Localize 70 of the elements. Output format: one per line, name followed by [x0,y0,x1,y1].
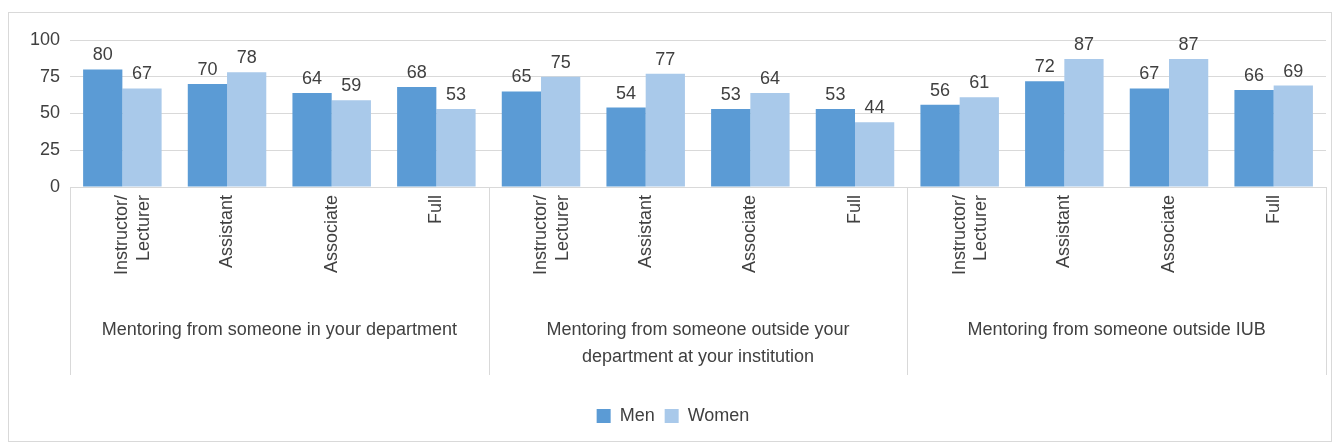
legend-label: Women [687,404,750,425]
x-tick-label: Assistant [634,195,655,269]
data-label: 67 [131,63,152,84]
x-tick-label: Instructor/Lecturer [111,195,153,276]
data-label: 64 [302,67,323,88]
bar [1273,85,1313,187]
x-tick-label: Full [843,195,864,225]
data-label: 87 [1178,34,1199,55]
x-tick-label: Instructor/Lecturer [529,195,572,276]
x-tick-label: Instructor/Lecturer [948,195,991,276]
bar [331,100,371,187]
data-label: 69 [1283,60,1304,81]
data-label: 65 [511,66,532,87]
bar [711,109,751,187]
x-tick-label: Associate [739,195,760,274]
data-label: 64 [759,67,780,88]
data-label: 70 [197,59,218,80]
data-label: 56 [930,79,951,100]
bar [1025,81,1065,187]
bar [227,72,267,187]
bar [606,107,646,187]
bar [83,69,123,187]
bar [1234,89,1274,187]
bar [501,91,542,187]
x-tick-label: Full [1262,195,1283,225]
x-tick-label: Assistant [1053,195,1074,269]
data-label: 44 [864,97,885,118]
bar [815,109,856,187]
bar [122,88,162,187]
bar [1169,59,1209,187]
bar [397,87,437,187]
data-label: 59 [341,75,362,96]
text: Mentoring from someone outside IUB [967,318,1266,339]
x-tick-label: Assistant [216,195,236,269]
data-label: 75 [550,51,571,72]
bar [959,97,999,187]
text: Mentoring from someone in your department [101,318,457,339]
text: Mentoring from someone outside your department at your institution [546,318,850,366]
data-label: 66 [1244,64,1265,85]
data-label: 67 [1139,63,1160,84]
y-tick-label: 50 [40,102,61,123]
y-tick-label: 0 [50,175,61,196]
data-label: 77 [655,48,676,69]
bar [436,109,476,187]
bar [750,92,790,187]
data-label: 53 [825,84,846,105]
data-label: 54 [616,82,637,103]
data-label: 78 [236,47,257,68]
data-label: 80 [92,44,113,65]
bar [920,104,960,187]
y-tick-label: 25 [40,139,61,160]
data-label: 61 [969,72,990,93]
data-label: 72 [1034,56,1055,77]
legend-label: Men [619,404,655,425]
x-tick-label: Associate [320,195,341,274]
bar [1129,88,1169,187]
data-label: 68 [406,62,427,83]
bar [855,122,895,187]
bar [187,84,228,187]
bar [541,76,581,187]
bar [645,73,685,187]
data-label: 53 [445,84,466,105]
y-tick-label: 100 [29,28,61,49]
x-tick-label: Associate [1157,195,1178,274]
data-label: 87 [1073,34,1094,55]
bar [292,92,332,187]
data-label: 53 [720,84,741,105]
bar [1064,59,1104,187]
x-tick-label: Full [425,195,446,225]
y-tick-label: 75 [40,65,61,86]
